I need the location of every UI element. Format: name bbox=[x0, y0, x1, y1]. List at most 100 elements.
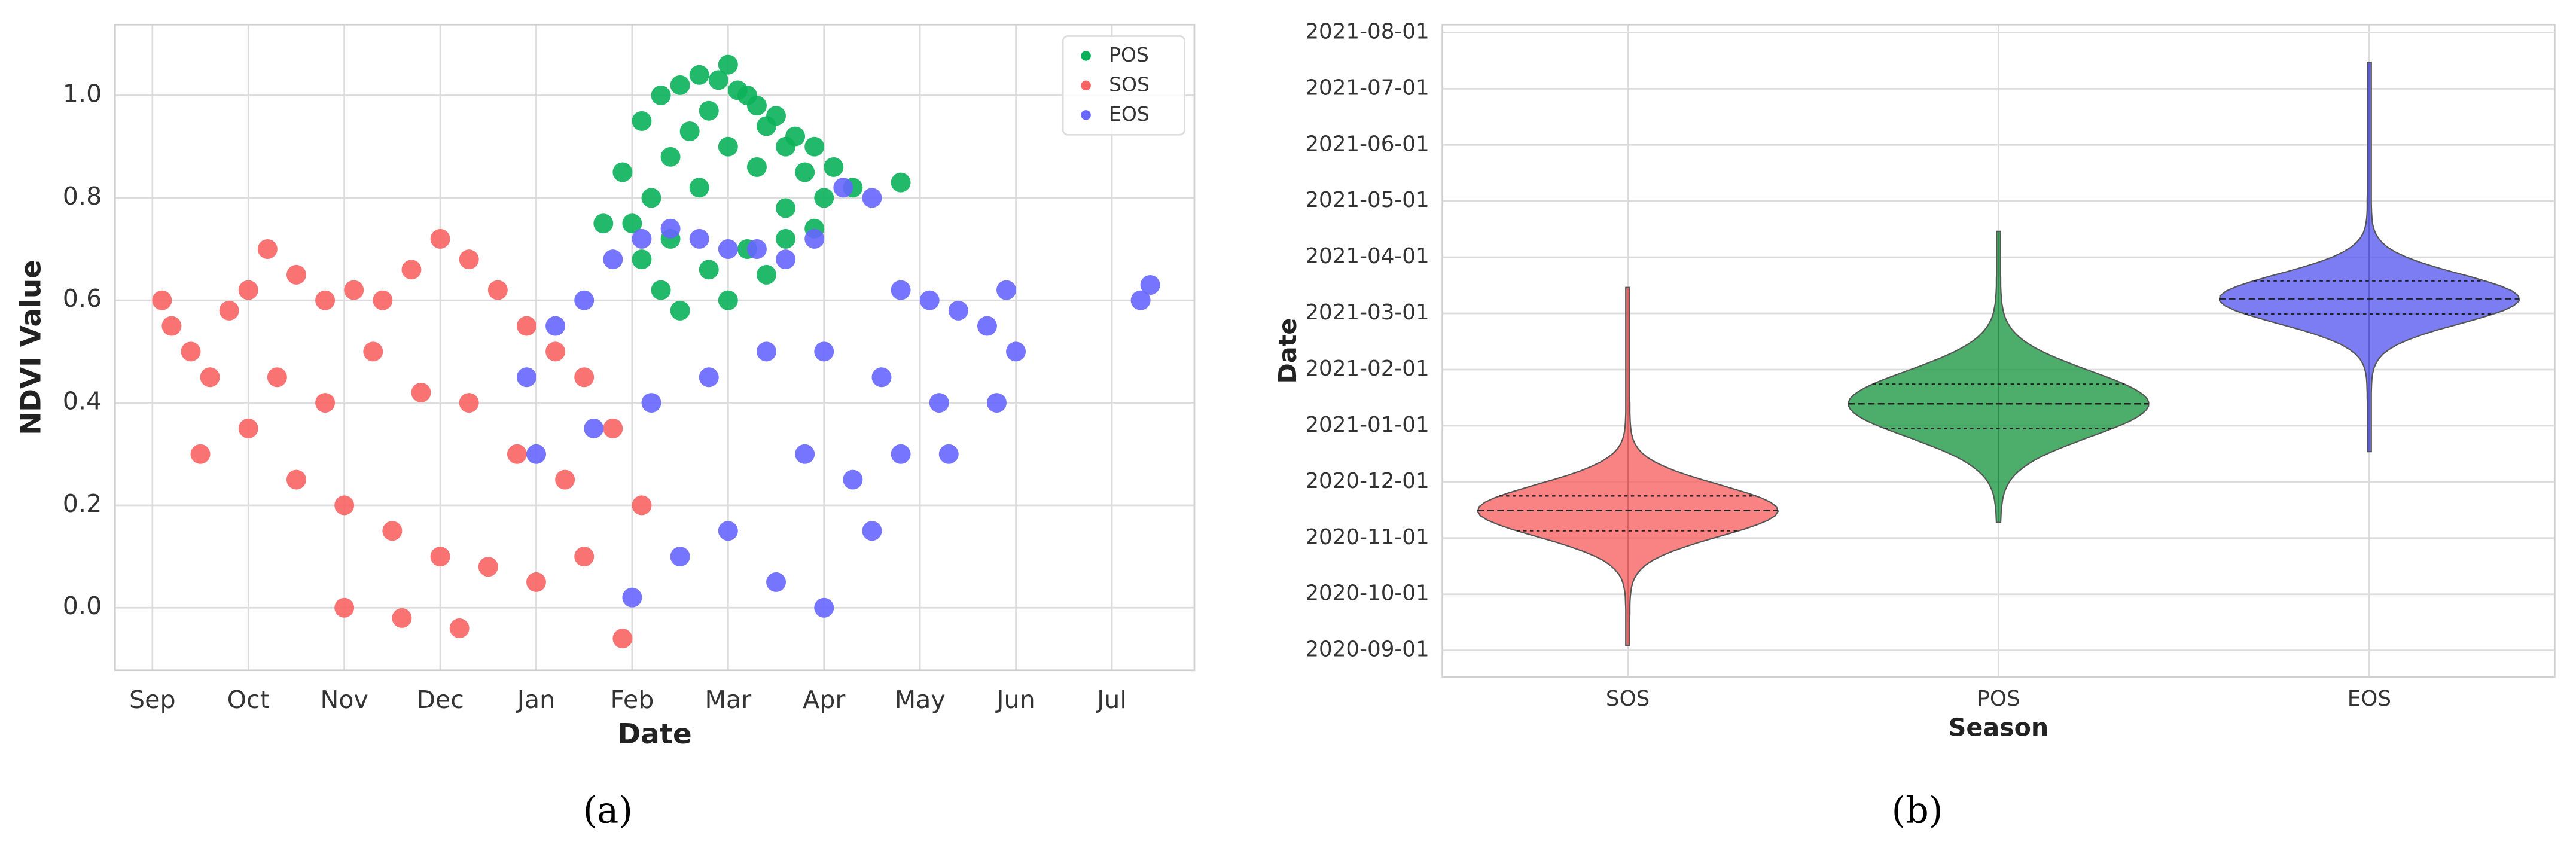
point bbox=[632, 228, 652, 249]
point bbox=[670, 75, 690, 95]
point bbox=[814, 341, 834, 362]
y-tick-label: 1.0 bbox=[63, 80, 102, 108]
point bbox=[757, 264, 776, 285]
point bbox=[757, 341, 776, 362]
y-axis-label: Date bbox=[1273, 318, 1302, 384]
y-tick-label: 2021-07-01 bbox=[1305, 75, 1429, 100]
point bbox=[814, 188, 834, 208]
point bbox=[689, 178, 709, 198]
point bbox=[632, 249, 652, 270]
point bbox=[776, 198, 796, 218]
point bbox=[603, 249, 623, 270]
point bbox=[632, 495, 652, 516]
legend-marker bbox=[1081, 110, 1091, 120]
point bbox=[622, 213, 642, 234]
y-tick-label: 0.4 bbox=[63, 387, 102, 416]
violin-body bbox=[1848, 230, 2150, 523]
point bbox=[814, 597, 834, 618]
legend-label: EOS bbox=[1109, 102, 1150, 126]
y-tick-label: 2021-01-01 bbox=[1305, 413, 1429, 437]
caption: (a) bbox=[583, 789, 633, 831]
point bbox=[708, 70, 728, 90]
x-tick-label: Jun bbox=[995, 685, 1035, 714]
point bbox=[516, 367, 536, 388]
point bbox=[382, 521, 403, 541]
point bbox=[986, 393, 1007, 413]
point bbox=[862, 521, 882, 541]
point bbox=[1006, 341, 1026, 362]
point bbox=[574, 290, 595, 310]
point bbox=[238, 280, 258, 300]
point bbox=[689, 228, 709, 249]
y-tick-label: 2020-12-01 bbox=[1305, 469, 1429, 493]
point bbox=[1140, 275, 1160, 295]
legend-box bbox=[1062, 35, 1185, 136]
point bbox=[919, 290, 940, 310]
point bbox=[862, 188, 882, 208]
point bbox=[996, 280, 1017, 300]
point bbox=[430, 228, 450, 249]
y-axis-label: NDVI Value bbox=[15, 260, 47, 435]
point bbox=[843, 469, 863, 490]
x-tick-label: Sep bbox=[129, 685, 176, 714]
point bbox=[267, 367, 287, 388]
point bbox=[574, 367, 595, 388]
point bbox=[334, 495, 355, 516]
point bbox=[718, 290, 738, 310]
point bbox=[459, 393, 479, 413]
point bbox=[603, 418, 623, 438]
point bbox=[584, 418, 604, 438]
y-tick-label: 2021-08-01 bbox=[1305, 19, 1429, 44]
y-tick-label: 2021-05-01 bbox=[1305, 188, 1429, 212]
point bbox=[718, 136, 738, 157]
point bbox=[891, 444, 911, 464]
y-tick-label: 0.2 bbox=[63, 489, 102, 518]
point bbox=[526, 572, 546, 592]
point bbox=[746, 239, 767, 260]
point bbox=[459, 249, 479, 270]
point bbox=[286, 264, 306, 285]
point bbox=[545, 316, 566, 336]
point bbox=[545, 341, 566, 362]
point bbox=[526, 444, 546, 464]
point bbox=[689, 65, 709, 85]
x-tick-label: Jul bbox=[1095, 685, 1127, 714]
y-tick-label: 2021-06-01 bbox=[1305, 132, 1429, 156]
point bbox=[487, 280, 508, 300]
point bbox=[746, 157, 767, 177]
point bbox=[190, 444, 211, 464]
point bbox=[795, 444, 815, 464]
point bbox=[776, 228, 796, 249]
y-tick-label: 2021-03-01 bbox=[1305, 300, 1429, 325]
x-tick-label: Mar bbox=[705, 685, 751, 714]
point bbox=[651, 86, 671, 105]
point bbox=[373, 290, 393, 310]
point bbox=[641, 393, 661, 413]
point bbox=[718, 521, 738, 541]
point bbox=[507, 444, 527, 464]
point bbox=[622, 587, 642, 608]
y-tick-label: 2020-10-01 bbox=[1305, 581, 1429, 606]
x-tick-label: EOS bbox=[2348, 687, 2391, 711]
x-tick-label: Feb bbox=[610, 685, 654, 714]
point bbox=[938, 444, 959, 464]
point bbox=[718, 54, 738, 75]
point bbox=[699, 367, 719, 388]
point bbox=[660, 218, 681, 239]
x-tick-label: Oct bbox=[227, 685, 270, 714]
point bbox=[286, 469, 306, 490]
point bbox=[660, 147, 681, 167]
y-tick-label: 2021-02-01 bbox=[1305, 356, 1429, 381]
point bbox=[593, 213, 614, 234]
x-tick-label: Jan bbox=[516, 685, 556, 714]
point bbox=[795, 162, 815, 182]
violin-body bbox=[1477, 286, 1779, 646]
x-tick-label: Apr bbox=[803, 685, 845, 714]
point bbox=[574, 547, 595, 567]
point bbox=[315, 393, 336, 413]
point bbox=[161, 316, 182, 336]
legend-marker bbox=[1081, 80, 1091, 91]
point bbox=[824, 157, 844, 177]
x-axis-label: Season bbox=[1949, 713, 2049, 742]
